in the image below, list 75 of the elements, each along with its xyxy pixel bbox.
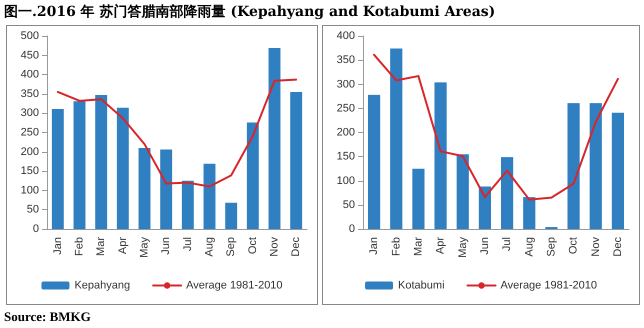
- y-tick-label: 300: [20, 107, 39, 120]
- y-tick-label: 150: [20, 165, 39, 178]
- x-tick-label: Apr: [434, 236, 447, 254]
- source-note: Source: BMKG: [4, 309, 91, 325]
- x-tick-label: Jul: [501, 237, 514, 252]
- bar: [116, 108, 129, 229]
- x-tick-label: Dec: [612, 236, 624, 257]
- bar: [478, 186, 492, 229]
- x-tick-label: Jun: [478, 237, 491, 255]
- x-tick-label: May: [138, 236, 150, 258]
- x-tick-label: Aug: [523, 237, 536, 257]
- bar: [268, 48, 280, 229]
- bar: [290, 92, 302, 229]
- x-tick-label: Sep: [225, 237, 238, 257]
- line-series: [373, 54, 619, 201]
- x-tick-label: Aug: [204, 237, 216, 257]
- line-series: [56, 78, 298, 188]
- y-tick-label: 50: [26, 204, 39, 216]
- x-tick-label: Jan: [52, 237, 64, 255]
- x-tick-label: Feb: [390, 237, 402, 256]
- y-tick-label: 200: [336, 126, 355, 138]
- bar: [204, 164, 216, 229]
- y-tick-label: 0: [32, 223, 39, 235]
- x-tick-label: Nov: [268, 236, 280, 257]
- x-tick-label: Sep: [545, 237, 558, 257]
- y-tick-label: 400: [20, 68, 39, 81]
- y-tick-label: 200: [20, 146, 39, 158]
- bar: [52, 108, 64, 229]
- chart-title: 图一.2016 年 苏门答腊南部降雨量 (Kepahyang and Kotabumi Areas): [4, 3, 496, 21]
- bar: [74, 101, 86, 229]
- x-tick-label: Feb: [74, 237, 86, 256]
- x-tick-label: Jul: [182, 237, 194, 252]
- bar: [434, 82, 447, 229]
- bar: [160, 149, 172, 229]
- x-tick-label: Jun: [160, 237, 172, 255]
- legend-label: Kepahyang: [74, 280, 130, 292]
- x-tick-label: Dec: [290, 236, 302, 257]
- x-tick-label: Jan: [368, 237, 380, 255]
- x-tick-label: May: [456, 236, 469, 258]
- y-tick-label: 150: [336, 150, 355, 163]
- bar: [567, 103, 580, 229]
- y-tick-label: 300: [336, 78, 355, 90]
- y-tick-label: 400: [336, 30, 355, 42]
- bar: [500, 157, 514, 229]
- legend-label: Average 1981-2010: [500, 280, 597, 292]
- y-tick-label: 450: [20, 49, 39, 62]
- y-tick-label: 50: [342, 198, 355, 211]
- bar: [590, 103, 602, 229]
- x-tick-label: Mar: [412, 236, 424, 256]
- x-tick-label: Oct: [246, 237, 259, 254]
- legend-label: Kotabumi: [398, 280, 445, 292]
- bar: [456, 154, 469, 229]
- y-tick-label: 250: [336, 102, 355, 114]
- y-tick-label: 500: [20, 30, 39, 42]
- x-tick-label: Apr: [116, 236, 129, 254]
- y-tick-label: 250: [20, 126, 39, 138]
- y-tick-label: 350: [336, 54, 355, 66]
- x-tick-label: Nov: [590, 236, 602, 257]
- bar: [412, 168, 425, 229]
- bar: [390, 48, 402, 229]
- x-tick-label: Oct: [568, 237, 580, 254]
- y-tick-label: 0: [348, 223, 355, 235]
- y-tick-label: 350: [20, 88, 39, 100]
- x-tick-label: Mar: [95, 236, 108, 256]
- legend-label: Average 1981-2010: [186, 280, 283, 292]
- bar: [368, 94, 380, 229]
- bar: [182, 180, 194, 229]
- bar: [523, 197, 536, 229]
- bar: [95, 95, 108, 229]
- bar: [225, 202, 238, 229]
- bar: [246, 122, 259, 229]
- bar: [612, 112, 624, 229]
- y-tick-label: 100: [336, 174, 355, 187]
- bar: [138, 148, 150, 229]
- y-tick-label: 100: [20, 184, 39, 196]
